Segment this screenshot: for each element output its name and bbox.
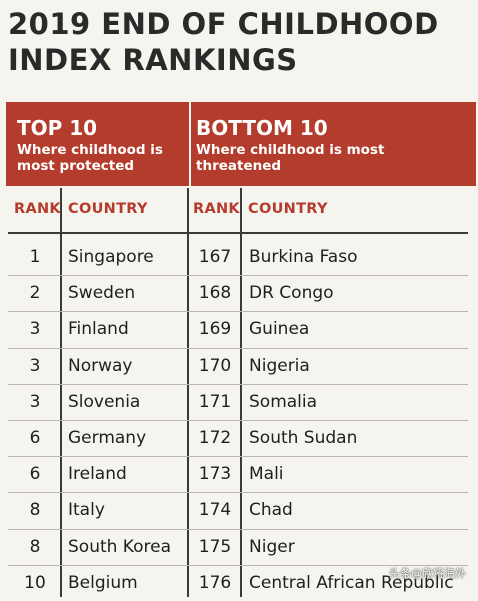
country-bottom-cell: Guinea	[249, 319, 310, 340]
country-header-bottom: COUNTRY	[248, 201, 328, 217]
rank-bottom-cell: 169	[198, 319, 232, 340]
rank-top-cell: 6	[29, 464, 41, 485]
table-row: 3 Slovenia 171 Somalia	[8, 385, 468, 421]
country-bottom-cell: Niger	[249, 536, 295, 557]
country-bottom-cell: Mali	[249, 464, 284, 485]
title-line-1: 2019 END OF CHILDHOOD	[8, 7, 439, 41]
bottom10-banner: BOTTOM 10 Where childhood is most threat…	[196, 116, 466, 174]
table-row: 2 Sweden 168 DR Congo	[8, 276, 468, 313]
watermark: 头条@欣将海外	[389, 567, 466, 580]
table-row: 10 Belgium 176 Central African Republic	[8, 566, 468, 601]
rank-bottom-cell: 172	[198, 427, 232, 448]
country-top-cell: Norway	[68, 355, 133, 376]
title-line-2: INDEX RANKINGS	[8, 43, 298, 77]
rank-top-cell: 1	[29, 247, 41, 267]
table-row: 8 South Korea 175 Niger	[8, 530, 468, 566]
rank-top-cell: 3	[29, 355, 41, 376]
country-top-cell: Singapore	[68, 247, 154, 267]
country-top-cell: Slovenia	[68, 391, 141, 412]
top10-heading: TOP 10	[17, 116, 98, 140]
table-row: 3 Finland 169 Guinea	[8, 312, 468, 349]
rank-bottom-cell: 175	[198, 536, 232, 557]
rank-bottom-cell: 176	[198, 572, 232, 593]
rank-header-top: RANK	[14, 201, 61, 217]
rank-header-bottom: RANK	[193, 201, 240, 217]
banner-divider	[189, 102, 191, 186]
rank-top-cell: 2	[29, 283, 41, 304]
rank-bottom-cell: 173	[198, 464, 232, 485]
country-header-top: COUNTRY	[68, 201, 148, 217]
rank-top-cell: 10	[24, 572, 46, 593]
country-top-cell: Belgium	[68, 572, 138, 593]
rank-bottom-cell: 171	[198, 391, 232, 412]
table-row: 6 Ireland 173 Mali	[8, 457, 468, 494]
country-bottom-cell: Nigeria	[249, 355, 310, 376]
column-divider	[187, 188, 189, 597]
country-top-cell: Italy	[68, 500, 105, 521]
rank-top-cell: 3	[29, 319, 41, 340]
header-banner: TOP 10 Where childhood is most protected…	[6, 102, 476, 186]
country-top-cell: Germany	[68, 427, 147, 448]
rankings-table: 1 Singapore 167 Burkina Faso 2 Sweden 168 DR Co…	[8, 240, 468, 601]
bottom10-subtitle: Where childhood is most threatened	[196, 142, 385, 174]
country-bottom-cell: South Sudan	[249, 427, 358, 448]
country-bottom-cell: Burkina Faso	[249, 247, 358, 267]
rank-top-cell: 8	[29, 536, 41, 557]
country-top-cell: Finland	[68, 319, 129, 340]
rank-top-cell: 8	[29, 500, 41, 521]
rank-top-cell: 6	[29, 427, 41, 448]
top10-banner: TOP 10 Where childhood is most protected	[17, 116, 187, 174]
country-bottom-cell: Chad	[249, 500, 293, 521]
rank-bottom-cell: 167	[198, 247, 232, 267]
column-divider	[240, 188, 242, 597]
table-row: 6 Germany 172 South Sudan	[8, 421, 468, 458]
country-top-cell: South Korea	[68, 536, 172, 557]
table-row: 8 Italy 174 Chad	[8, 493, 468, 530]
header-rule	[8, 232, 468, 234]
country-bottom-cell: Somalia	[249, 391, 318, 412]
country-top-cell: Ireland	[68, 464, 127, 485]
country-bottom-cell: DR Congo	[249, 283, 334, 304]
table-row: 1 Singapore 167 Burkina Faso	[8, 240, 468, 277]
table-row: 3 Norway 170 Nigeria	[8, 349, 468, 385]
page-title: 2019 END OF CHILDHOOD INDEX RANKINGS	[8, 6, 439, 78]
rank-bottom-cell: 174	[198, 500, 232, 521]
column-divider	[60, 188, 62, 597]
rank-bottom-cell: 168	[198, 283, 232, 304]
bottom10-heading: BOTTOM 10	[196, 116, 328, 140]
rank-bottom-cell: 170	[198, 355, 232, 376]
country-bottom-cell: Central African Republic	[249, 572, 454, 593]
country-top-cell: Sweden	[68, 283, 136, 304]
top10-subtitle: Where childhood is most protected	[17, 142, 163, 174]
rank-top-cell: 3	[29, 391, 41, 412]
